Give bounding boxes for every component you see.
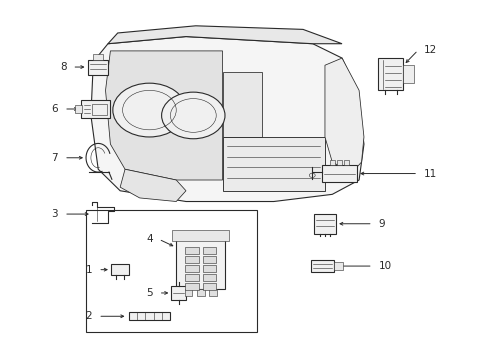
Bar: [128, 312, 170, 320]
Text: 2: 2: [85, 311, 92, 321]
Text: 7: 7: [52, 153, 58, 163]
Circle shape: [113, 83, 185, 137]
Text: 8: 8: [60, 62, 66, 72]
Polygon shape: [120, 169, 185, 202]
Bar: [202, 247, 216, 254]
Bar: [336, 160, 341, 165]
Text: 1: 1: [85, 265, 92, 275]
Bar: [202, 283, 216, 290]
Text: 12: 12: [423, 45, 436, 55]
Bar: [202, 256, 216, 263]
Bar: [75, 105, 82, 113]
Bar: [184, 256, 198, 263]
Bar: [310, 260, 333, 273]
Bar: [202, 274, 216, 281]
Bar: [92, 104, 106, 115]
Bar: [322, 165, 356, 182]
Bar: [222, 72, 261, 137]
Bar: [111, 264, 129, 275]
Bar: [184, 247, 198, 254]
Text: 4: 4: [146, 234, 153, 244]
Bar: [184, 265, 198, 272]
Bar: [403, 65, 413, 83]
Bar: [184, 289, 192, 296]
Bar: [88, 59, 108, 75]
Bar: [86, 211, 256, 332]
Bar: [329, 160, 334, 165]
Text: 3: 3: [52, 209, 58, 219]
Bar: [333, 262, 342, 270]
Bar: [176, 232, 224, 289]
Bar: [81, 100, 110, 118]
Bar: [184, 274, 198, 281]
Bar: [222, 137, 325, 191]
Text: 9: 9: [378, 219, 385, 229]
Text: 5: 5: [146, 288, 153, 298]
Text: 11: 11: [423, 168, 436, 179]
Bar: [196, 289, 204, 296]
Bar: [93, 54, 103, 59]
Bar: [313, 214, 335, 234]
Polygon shape: [108, 26, 341, 44]
Bar: [377, 58, 403, 90]
Circle shape: [161, 92, 224, 139]
Bar: [184, 283, 198, 290]
Polygon shape: [105, 51, 222, 180]
Text: 10: 10: [378, 261, 391, 271]
Bar: [172, 230, 228, 241]
Bar: [202, 265, 216, 272]
Bar: [171, 286, 185, 300]
Polygon shape: [91, 37, 363, 202]
Polygon shape: [325, 58, 363, 173]
Bar: [344, 160, 348, 165]
Bar: [208, 289, 216, 296]
Text: 6: 6: [52, 104, 58, 114]
